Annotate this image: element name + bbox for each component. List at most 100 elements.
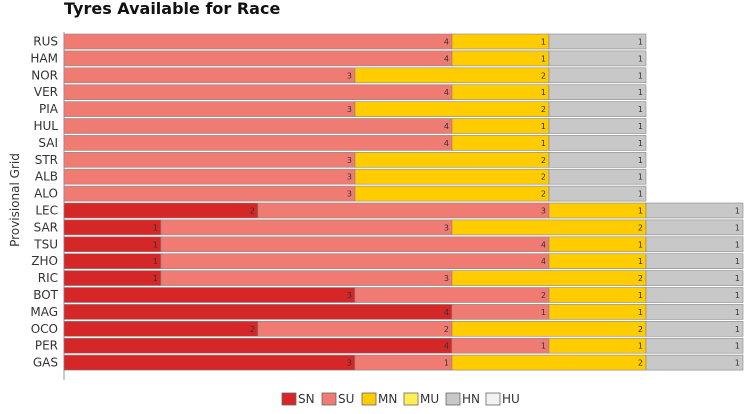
bar-ver-mn: [451, 84, 550, 100]
category-label-lec: LEC: [35, 204, 58, 218]
category-label-sai: SAI: [38, 136, 58, 150]
bar-label-bot-sn: 3: [347, 291, 352, 300]
bar-label-ver-mn: 1: [541, 88, 546, 97]
chart-title: Tyres Available for Race: [64, 0, 280, 18]
bar-lec-su: [257, 202, 550, 219]
bar-alb-hn: [548, 168, 647, 185]
bar-alb-su: [63, 168, 356, 185]
bar-label-per-hn: 1: [735, 342, 740, 351]
bar-bot-su: [354, 287, 550, 303]
bar-label-lec-su: 3: [541, 207, 546, 216]
bar-label-hul-hn: 1: [638, 122, 643, 131]
bar-label-alo-mn: 2: [541, 190, 546, 199]
bar-label-oco-sn: 2: [250, 325, 255, 334]
bar-label-str-hn: 1: [638, 156, 643, 165]
bar-label-ham-mn: 1: [541, 54, 546, 63]
bar-label-zho-mn: 1: [638, 257, 643, 266]
bar-label-per-su: 1: [541, 342, 546, 351]
bar-label-ric-hn: 1: [735, 274, 740, 283]
bar-str-su: [63, 152, 356, 168]
bar-gas-sn: [63, 354, 356, 371]
legend-label-sn: SN: [298, 392, 315, 406]
bar-mag-su: [451, 304, 550, 320]
bar-label-rus-mn: 1: [541, 38, 546, 47]
bar-label-zho-sn: 1: [153, 257, 158, 266]
bar-label-bot-su: 2: [541, 291, 546, 300]
bar-hul-hn: [548, 118, 647, 134]
bar-label-bot-hn: 1: [735, 291, 740, 300]
bar-label-alb-su: 3: [347, 173, 352, 182]
bar-sai-mn: [451, 135, 550, 151]
category-label-bot: BOT: [33, 288, 58, 302]
bar-nor-su: [63, 67, 356, 84]
bar-ver-su: [63, 84, 453, 100]
bar-label-ric-su: 3: [444, 274, 449, 283]
category-label-alb: ALB: [35, 170, 58, 184]
category-label-alo: ALO: [34, 187, 58, 201]
legend: SN SU MN MU HN HU: [281, 392, 520, 406]
bar-label-rus-hn: 1: [638, 38, 643, 47]
bar-label-pia-su: 3: [347, 105, 352, 114]
bar-label-pia-mn: 2: [541, 105, 546, 114]
bar-ric-hn: [645, 270, 744, 286]
bar-ham-su: [63, 50, 453, 67]
bar-sar-hn: [645, 219, 744, 236]
y-axis-label: Provisional Grid: [8, 153, 22, 247]
bar-sar-su: [160, 219, 453, 236]
category-labels: RUS HAM NOR VER PIA HUL SAI STR ALB ALO LEC SAR TSU Z…: [30, 35, 58, 370]
legend-label-mu: MU: [420, 392, 439, 406]
bar-ric-mn: [451, 270, 647, 286]
bar-label-per-sn: 4: [444, 342, 449, 351]
bar-alo-mn: [354, 185, 550, 202]
bar-label-alb-hn: 1: [638, 173, 643, 182]
bar-label-ver-hn: 1: [638, 88, 643, 97]
bar-label-alo-su: 3: [347, 190, 352, 199]
bar-label-zho-hn: 1: [735, 257, 740, 266]
bar-label-mag-hn: 1: [735, 308, 740, 317]
bar-label-ham-hn: 1: [638, 54, 643, 63]
bar-tsu-su: [160, 236, 550, 253]
bar-label-ver-su: 4: [444, 88, 449, 97]
bar-gas-hn: [645, 354, 744, 371]
bar-zho-sn: [63, 253, 162, 269]
bar-label-nor-hn: 1: [638, 71, 643, 80]
legend-swatch-hu: [485, 392, 501, 406]
bar-nor-mn: [354, 67, 550, 84]
category-label-mag: MAG: [30, 305, 58, 319]
legend-label-hn: HN: [462, 392, 480, 406]
bar-sai-hn: [548, 135, 647, 151]
bar-bot-sn: [63, 287, 356, 303]
category-label-nor: NOR: [31, 68, 58, 82]
category-label-hul: HUL: [34, 119, 59, 133]
bar-label-nor-su: 3: [347, 71, 352, 80]
bar-label-rus-su: 4: [444, 38, 449, 47]
legend-swatch-su: [321, 392, 337, 406]
bar-str-mn: [354, 152, 550, 168]
category-label-tsu: TSU: [33, 237, 58, 251]
bar-label-lec-hn: 1: [735, 207, 740, 216]
bar-ham-mn: [451, 50, 550, 67]
bar-label-nor-mn: 2: [541, 71, 546, 80]
bar-mag-mn: [548, 304, 647, 320]
bar-alo-hn: [548, 185, 647, 202]
bar-hul-su: [63, 118, 453, 134]
bar-label-gas-sn: 3: [347, 359, 352, 368]
bar-label-hul-mn: 1: [541, 122, 546, 131]
bar-label-oco-mn: 2: [638, 325, 643, 334]
category-label-pia: PIA: [39, 102, 59, 116]
bar-label-oco-su: 2: [444, 325, 449, 334]
bar-nor-hn: [548, 67, 647, 84]
bar-lec-hn: [645, 202, 744, 219]
category-label-oco: OCO: [31, 322, 58, 336]
legend-swatch-mn: [361, 392, 377, 406]
bar-label-lec-sn: 2: [250, 207, 255, 216]
bar-alo-su: [63, 185, 356, 202]
bar-mag-sn: [63, 304, 453, 320]
bar-bot-hn: [645, 287, 744, 303]
bar-lec-mn: [548, 202, 647, 219]
bar-label-str-mn: 2: [541, 156, 546, 165]
bar-ric-su: [160, 270, 453, 286]
bar-zho-mn: [548, 253, 647, 269]
bars-layer: 4 1 1 4 1 1 3 2 1 4 1 1 3 2 1 4 1 1 4 1 1 3 2 1 3 2 1 3 2 1 2 3 1 1 1 3 2 1 1 4…: [63, 33, 744, 371]
bar-lec-sn: [63, 202, 259, 219]
